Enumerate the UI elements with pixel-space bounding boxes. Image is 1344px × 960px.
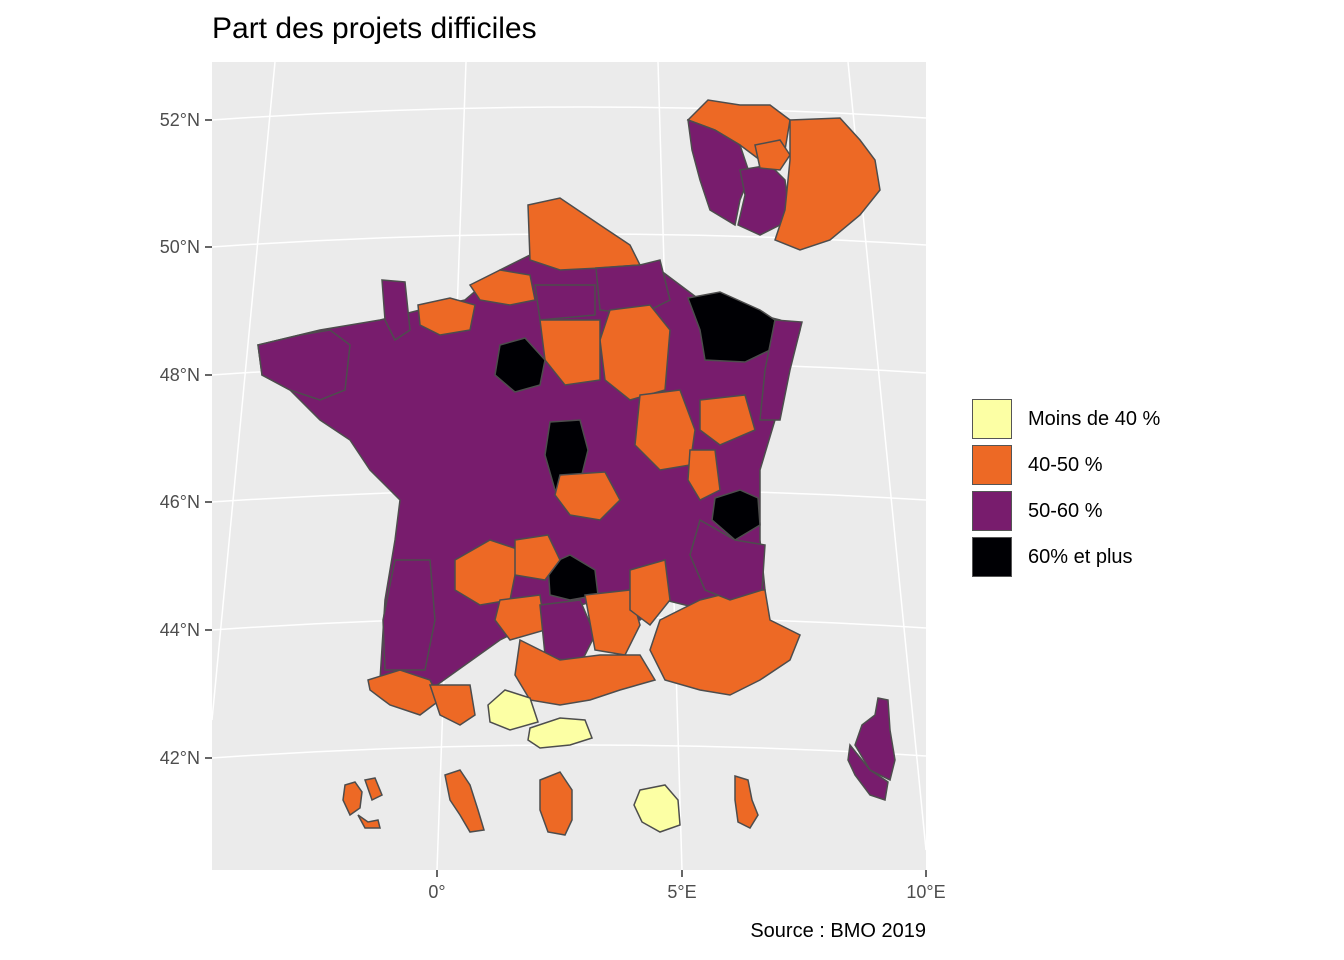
legend-item: Moins de 40 % bbox=[972, 396, 1160, 442]
lat-tick-label: 44°N bbox=[160, 620, 200, 640]
region-idf-south bbox=[539, 319, 601, 386]
region-reunion bbox=[633, 784, 681, 833]
region-normandy-east bbox=[468, 269, 536, 306]
region-guadeloupe bbox=[342, 777, 383, 829]
region-guyane bbox=[539, 771, 573, 836]
lat-tick-label: 42°N bbox=[160, 748, 200, 768]
legend-swatch bbox=[972, 399, 1012, 439]
region-lozere bbox=[584, 589, 641, 656]
region-ardeche bbox=[629, 559, 671, 627]
lat-axis: 52°N 50°N 48°N 46°N 44°N 42°N bbox=[160, 110, 212, 768]
legend-swatch bbox=[972, 445, 1012, 485]
region-pyrenees-orientales bbox=[527, 717, 593, 749]
legend-label: 60% et plus bbox=[1028, 545, 1133, 568]
region-corse-du-sud bbox=[847, 743, 889, 801]
region-paris-ring bbox=[754, 139, 791, 171]
mainland-france bbox=[257, 197, 803, 749]
legend: Moins de 40 % 40-50 % 50-60 % 60% et plu… bbox=[972, 396, 1160, 580]
legend-swatch bbox=[972, 491, 1012, 531]
region-oise bbox=[534, 284, 596, 321]
lon-tick-label: 5°E bbox=[667, 882, 696, 902]
region-allier bbox=[554, 471, 621, 521]
region-savoie bbox=[711, 489, 761, 541]
legend-label: 40-50 % bbox=[1028, 453, 1103, 476]
lat-tick-label: 50°N bbox=[160, 237, 200, 257]
region-pyrenees-atl bbox=[367, 669, 441, 716]
region-ardennes bbox=[595, 259, 671, 316]
region-doubs bbox=[699, 394, 756, 446]
lat-tick-label: 52°N bbox=[160, 110, 200, 130]
source-caption: Source : BMO 2019 bbox=[750, 920, 926, 942]
region-yvelines bbox=[687, 118, 751, 227]
region-ain-north bbox=[687, 449, 721, 501]
region-mayotte bbox=[734, 774, 759, 829]
lon-axis: 0° 5°E 10°E bbox=[428, 870, 946, 902]
region-languedoc bbox=[514, 638, 657, 706]
legend-item: 50-60 % bbox=[972, 488, 1160, 534]
region-isere bbox=[689, 518, 766, 601]
lon-tick-label: 10°E bbox=[906, 882, 945, 902]
legend-label: Moins de 40 % bbox=[1028, 407, 1161, 430]
map-title: Part des projets difficiles bbox=[212, 12, 537, 45]
legend-item: 40-50 % bbox=[972, 442, 1160, 488]
region-haute-corse bbox=[854, 697, 896, 782]
idf-inset bbox=[686, 99, 881, 251]
legend-item: 60% et plus bbox=[972, 534, 1160, 580]
region-landes bbox=[382, 559, 436, 671]
region-cotentin bbox=[381, 279, 411, 342]
region-hautes-pyrenees bbox=[428, 684, 476, 726]
lat-tick-label: 46°N bbox=[160, 492, 200, 512]
corsica bbox=[847, 697, 896, 801]
lat-tick-label: 48°N bbox=[160, 365, 200, 385]
region-alsace bbox=[759, 319, 803, 421]
legend-label: 50-60 % bbox=[1028, 499, 1103, 522]
region-brittany bbox=[257, 329, 351, 401]
region-ariege bbox=[487, 689, 539, 731]
region-correze bbox=[514, 534, 561, 581]
region-seine-et-marne bbox=[774, 117, 881, 251]
region-lot bbox=[494, 594, 546, 641]
region-normandy-west bbox=[417, 297, 476, 336]
overseas bbox=[342, 769, 759, 836]
region-sarthe bbox=[494, 337, 546, 393]
region-aveyron bbox=[539, 599, 596, 666]
lon-tick-label: 0° bbox=[428, 882, 445, 902]
legend-swatch bbox=[972, 537, 1012, 577]
region-martinique bbox=[444, 769, 485, 833]
